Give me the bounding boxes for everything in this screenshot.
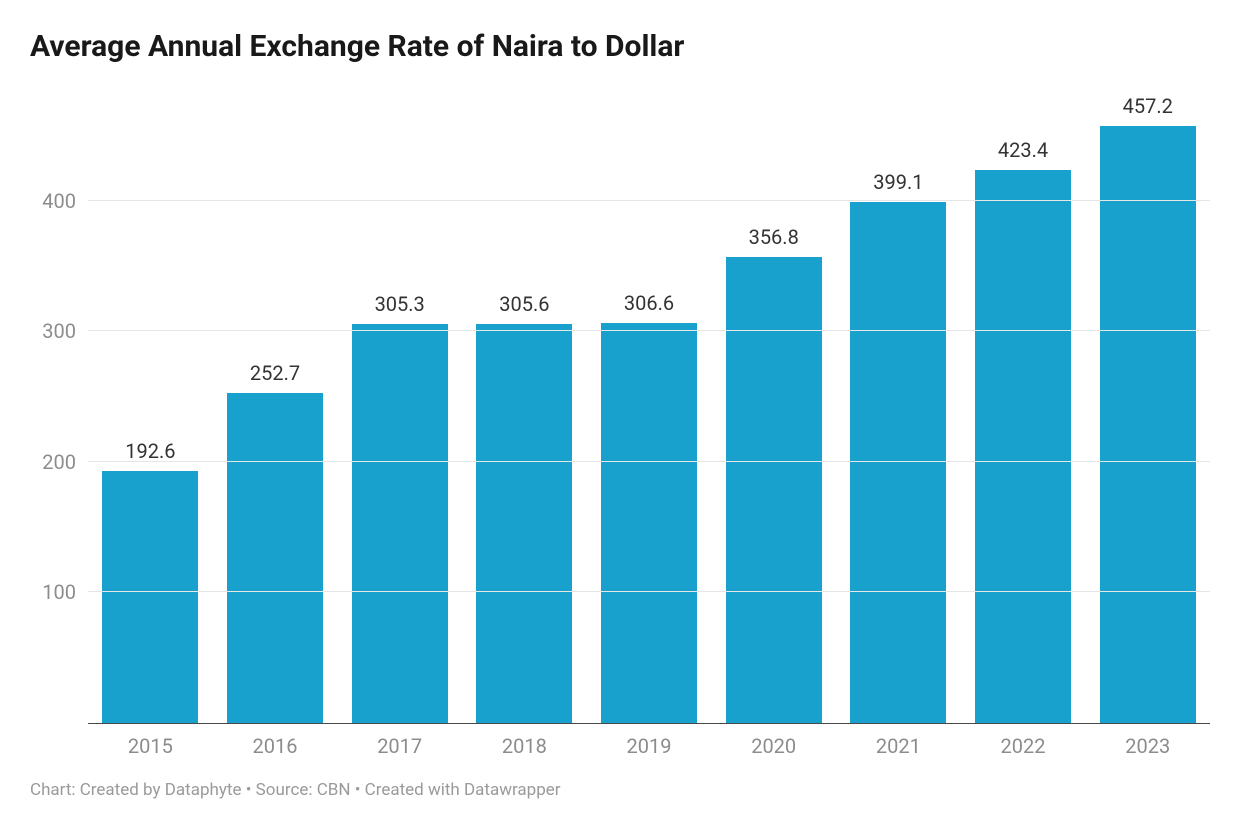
bars-row: 192.6 252.7 305.3 305.6 306.6 356.8 399.1 423.4… [88, 84, 1210, 723]
bar [476, 324, 572, 723]
chart-footer: Chart: Created by Dataphyte • Source: CB… [30, 780, 1210, 800]
chart-title: Average Annual Exchange Rate of Naira to… [30, 28, 1210, 66]
bar-slot: 457.2 [1085, 84, 1210, 723]
bar-slot: 306.6 [587, 84, 712, 723]
bar [601, 323, 697, 723]
x-tick-label: 2019 [587, 734, 712, 758]
bar-slot: 305.6 [462, 84, 587, 723]
gridline [88, 591, 1210, 592]
x-axis: 201520162017201820192020202120222023 [88, 734, 1210, 758]
bar [1100, 126, 1196, 722]
bar-slot: 192.6 [88, 84, 213, 723]
bar-value-label: 305.3 [375, 292, 425, 316]
x-tick-label: 2020 [711, 734, 836, 758]
bar-slot: 305.3 [337, 84, 462, 723]
bar [726, 257, 822, 722]
y-tick-label: 100 [42, 580, 76, 604]
y-tick-label: 400 [42, 189, 76, 213]
gridline [88, 461, 1210, 462]
bar [102, 471, 198, 722]
x-tick-label: 2022 [961, 734, 1086, 758]
plot-area: 192.6 252.7 305.3 305.6 306.6 356.8 399.1 423.4… [88, 84, 1210, 724]
bar-slot: 399.1 [836, 84, 961, 723]
chart-area: 192.6 252.7 305.3 305.6 306.6 356.8 399.1 423.4… [30, 84, 1210, 758]
bar [352, 324, 448, 722]
x-tick-label: 2021 [836, 734, 961, 758]
bar-value-label: 399.1 [873, 170, 923, 194]
gridline [88, 200, 1210, 201]
bar [975, 170, 1071, 722]
x-tick-label: 2017 [337, 734, 462, 758]
y-tick-label: 300 [42, 319, 76, 343]
bar-value-label: 306.6 [624, 291, 674, 315]
x-tick-label: 2018 [462, 734, 587, 758]
y-tick-label: 200 [42, 450, 76, 474]
bar-slot: 423.4 [961, 84, 1086, 723]
bar-slot: 252.7 [213, 84, 338, 723]
bar [850, 202, 946, 722]
bar-slot: 356.8 [711, 84, 836, 723]
x-tick-label: 2023 [1085, 734, 1210, 758]
bar [227, 393, 323, 723]
bar-value-label: 356.8 [749, 225, 799, 249]
x-tick-label: 2015 [88, 734, 213, 758]
bar-value-label: 423.4 [998, 138, 1048, 162]
gridline [88, 330, 1210, 331]
x-tick-label: 2016 [213, 734, 338, 758]
bar-value-label: 252.7 [250, 361, 300, 385]
bar-value-label: 457.2 [1123, 94, 1173, 118]
bar-value-label: 305.6 [499, 292, 549, 316]
